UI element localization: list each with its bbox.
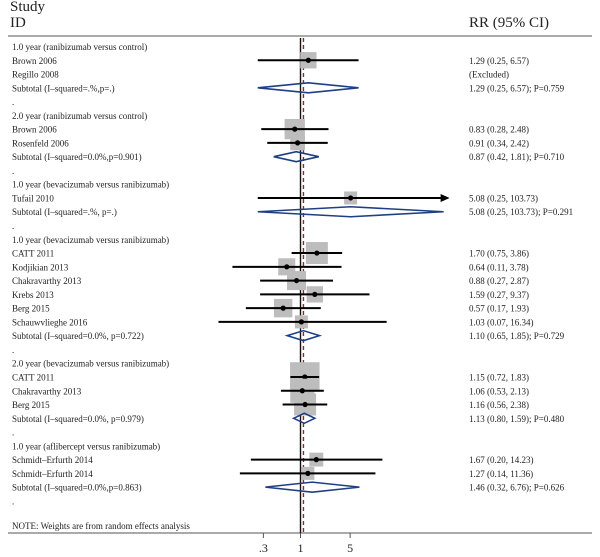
ci-arrow <box>440 193 450 202</box>
subtotal-label: Subtotal (I–squared=0.0%,p=0.863) <box>12 483 142 493</box>
point-estimate <box>313 457 319 463</box>
estimate-text: 0.57 (0.17, 1.93) <box>469 304 529 314</box>
study-label: Regillo 2008 <box>12 70 59 80</box>
point-estimate <box>305 470 311 476</box>
study-label: Berg 2015 <box>12 304 50 314</box>
study-label: Brown 2006 <box>12 56 57 66</box>
group-label: 1.0 year (bevacizumab versus ranibizumab… <box>12 180 169 190</box>
estimate-text: 1.29 (0.25, 6.57) <box>469 56 529 66</box>
estimate-text: 1.46 (0.32, 6.76); P=0.626 <box>469 483 565 493</box>
blank-label: . <box>12 496 14 506</box>
estimate-text: 1.13 (0.80, 1.59); P=0.480 <box>469 414 565 424</box>
point-estimate <box>302 401 308 408</box>
blank-label: . <box>12 166 14 176</box>
blank-label: . <box>12 97 14 107</box>
study-label: Kodjikian 2013 <box>12 262 69 272</box>
study-label: Schmidt–Erfurth 2014 <box>12 469 93 479</box>
x-tick-label: 1 <box>298 541 304 555</box>
point-estimate <box>305 57 311 63</box>
blank-label: . <box>12 345 14 355</box>
study-label: Chakravarthy 2013 <box>12 276 82 286</box>
estimate-text: 1.15 (0.72, 1.83) <box>469 372 529 382</box>
estimate-text: 1.03 (0.07, 16.34) <box>469 317 534 327</box>
point-estimate <box>280 305 286 311</box>
subtotal-label: Subtotal (I–squared=0.0%, p=0.979) <box>12 414 144 424</box>
study-label: Berg 2015 <box>12 400 50 410</box>
header-id: ID <box>10 15 26 31</box>
weights-note: NOTE: Weights are from random effects an… <box>12 521 190 531</box>
subtotal-label: Subtotal (I–squared=.%, p=.) <box>12 207 117 217</box>
subtotal-diamond <box>284 329 323 342</box>
study-label: Schauwvlieghe 2016 <box>12 317 88 327</box>
point-estimate <box>293 277 300 284</box>
estimate-text: 5.08 (0.25, 103.73) <box>469 193 538 203</box>
study-label: Brown 2006 <box>12 125 57 135</box>
point-estimate <box>314 250 320 256</box>
study-label: Krebs 2013 <box>12 290 54 300</box>
subtotal-diamond <box>273 150 319 163</box>
estimate-text: 0.64 (0.11, 3.78) <box>469 262 529 272</box>
estimate-text: 0.83 (0.28, 2.48) <box>469 125 529 135</box>
x-axis: .3 1 5 <box>259 533 353 555</box>
subtotal-label: Subtotal (I–squared=0.0%, p=0.722) <box>12 331 144 341</box>
point-estimate <box>312 291 318 297</box>
estimate-text: 1.29 (0.25, 6.57); P=0.759 <box>469 83 565 93</box>
study-label: Rosenfeld 2006 <box>12 138 69 148</box>
row-labels: 1.0 year (ranibizumab versus control) Bro… <box>12 42 573 506</box>
study-label: CATT 2011 <box>12 372 54 382</box>
subtotal-diamond <box>265 481 360 493</box>
point-estimate <box>298 319 305 325</box>
header-study: Study <box>10 0 46 15</box>
estimate-text: 1.27 (0.14, 11.36) <box>469 469 533 479</box>
point-estimate <box>292 126 298 132</box>
subtotal-diamond <box>257 82 359 94</box>
point-estimate <box>348 195 354 201</box>
point-estimate <box>294 140 301 146</box>
estimate-text: 0.91 (0.34, 2.42) <box>469 138 529 148</box>
study-label: CATT 2011 <box>12 249 54 259</box>
subtotal-diamond <box>257 205 444 218</box>
estimate-text: 1.67 (0.20, 14.23) <box>469 455 534 465</box>
estimate-text: 1.06 (0.53, 2.13) <box>469 386 529 396</box>
estimate-text: 0.87 (0.42, 1.81); P=0.710 <box>469 152 565 162</box>
point-estimate <box>284 264 290 270</box>
x-tick-label: .3 <box>259 541 268 555</box>
point-estimate <box>302 374 308 380</box>
point-estimate <box>299 388 305 394</box>
estimate-text: 0.88 (0.27, 2.87) <box>469 276 529 286</box>
forest-marks <box>218 38 450 533</box>
subtotal-diamond <box>291 412 317 425</box>
subtotal-label: Subtotal (I–squared=0.0%,p=0.901) <box>12 152 142 162</box>
estimate-text: 1.70 (0.75, 3.86) <box>469 249 529 259</box>
group-label: 1.0 year (ranibizumab versus control) <box>12 42 147 52</box>
blank-label: . <box>12 221 14 231</box>
estimate-text: 1.16 (0.56, 2.38) <box>469 400 529 410</box>
study-label: Chakravarthy 2013 <box>12 386 82 396</box>
x-tick-label: 5 <box>347 541 353 555</box>
group-label: 1.0 year (aflibercept versus ranibizumab… <box>12 441 160 451</box>
estimate-text: 1.10 (0.65, 1.85); P=0.729 <box>469 331 565 341</box>
estimate-text: 5.08 (0.25, 103.73); P=0.291 <box>469 207 573 217</box>
group-label: 2.0 year (bevacizumab versus ranibizumab… <box>12 359 169 369</box>
subtotal-label: Subtotal (I–squared=.%,p=.) <box>12 83 115 93</box>
group-label: 2.0 year (ranibizumab versus control) <box>12 111 147 121</box>
study-label: Schmidt–Erfurth 2014 <box>12 455 93 465</box>
header-rr-ci: RR (95% CI) <box>469 15 549 31</box>
estimate-text: (Excluded) <box>469 70 509 80</box>
study-label: Tufail 2010 <box>12 193 54 203</box>
estimate-text: 1.59 (0.27, 9.37) <box>469 290 529 300</box>
group-label: 1.0 year (bevacizumab versus ranibizumab… <box>12 235 169 245</box>
blank-label: . <box>12 428 14 438</box>
